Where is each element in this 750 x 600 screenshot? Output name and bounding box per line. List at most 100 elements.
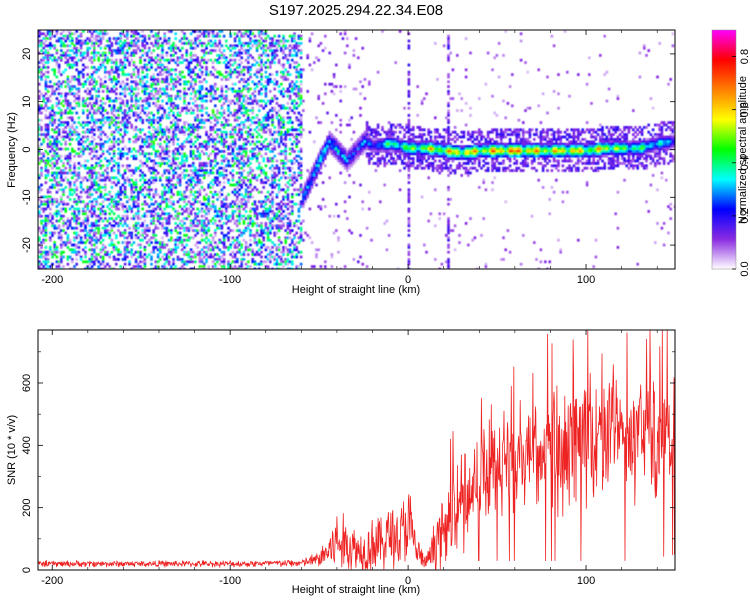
- heatmap-cell: [174, 78, 177, 81]
- heatmap-cell: [185, 202, 188, 206]
- heatmap-cell: [159, 94, 162, 98]
- heatmap-cell: [51, 183, 54, 187]
- heatmap-cell: [163, 231, 166, 235]
- heatmap-cell: [82, 75, 85, 79]
- heatmap-cell: [123, 82, 127, 86]
- heatmap-cell: [115, 97, 118, 100]
- heatmap-cell: [150, 188, 153, 192]
- heatmap-cell: [229, 75, 232, 79]
- heatmap-cell: [167, 82, 171, 86]
- heatmap-cell: [187, 87, 191, 91]
- heatmap-cell: [244, 183, 248, 187]
- heatmap-cell: [269, 140, 272, 144]
- heatmap-cell: [145, 224, 149, 228]
- heatmap-cell: [117, 200, 120, 204]
- heatmap-cell: [121, 164, 125, 168]
- heatmap-cell: [88, 166, 92, 170]
- heatmap-cell: [225, 174, 228, 177]
- heatmap-cell: [211, 73, 215, 76]
- heatmap-cell: [57, 80, 61, 84]
- heatmap-cell: [108, 73, 111, 76]
- heatmap-cell: [97, 75, 100, 79]
- heatmap-cell: [123, 241, 127, 244]
- heatmap-cell: [75, 258, 78, 261]
- heatmap-cell: [71, 85, 74, 88]
- heatmap-cell: [231, 260, 235, 264]
- heatmap-cell: [229, 87, 232, 91]
- heatmap-cell: [222, 34, 226, 38]
- heatmap-cell: [44, 219, 48, 223]
- heatmap-cell: [132, 186, 136, 189]
- heatmap-cell: [159, 202, 162, 206]
- heatmap-cell: [156, 63, 160, 67]
- heatmap-cell: [110, 61, 114, 64]
- heatmap-cell: [97, 202, 100, 206]
- heatmap-cell: [64, 186, 67, 189]
- heatmap-cell: [253, 200, 257, 204]
- heatmap-cell: [97, 183, 100, 187]
- heatmap-cell: [167, 248, 171, 252]
- heatmap-cell: [183, 130, 186, 134]
- heatmap-cell: [44, 135, 48, 139]
- heatmap-cell: [264, 248, 268, 252]
- heatmap-cell: [44, 116, 48, 120]
- heatmap-cell: [207, 198, 210, 201]
- heatmap-cell: [55, 130, 59, 134]
- heatmap-cell: [90, 169, 94, 172]
- heatmap-cell: [53, 121, 56, 124]
- heatmap-cell: [275, 138, 279, 141]
- heatmap-cell: [73, 85, 76, 88]
- heatmap-cell: [260, 229, 263, 232]
- heatmap-cell: [178, 193, 182, 196]
- heatmap-cell: [104, 58, 107, 62]
- heatmap-cell: [86, 123, 89, 127]
- heatmap-cell: [198, 135, 202, 139]
- heatmap-cell: [46, 219, 50, 223]
- heatmap-cell: [172, 68, 175, 72]
- heatmap-cell: [117, 181, 120, 184]
- heatmap-cell: [143, 51, 147, 55]
- heatmap-cell: [167, 169, 171, 172]
- heatmap-cell: [216, 32, 219, 36]
- heatmap-cell: [62, 30, 65, 33]
- heatmap-cell: [106, 135, 109, 139]
- heatmap-cell: [264, 66, 268, 69]
- heatmap-cell: [161, 246, 164, 249]
- heatmap-cell: [38, 104, 41, 108]
- heatmap-cell: [99, 195, 103, 199]
- heatmap-cell: [108, 253, 111, 256]
- heatmap-cell: [258, 190, 261, 194]
- heatmap-cell: [174, 133, 177, 136]
- heatmap-cell: [251, 250, 254, 254]
- heatmap-cell: [262, 46, 265, 50]
- heatmap-cell: [192, 152, 195, 156]
- heatmap-cell: [38, 174, 41, 177]
- heatmap-cell: [194, 217, 197, 220]
- heatmap-cell: [57, 265, 61, 268]
- heatmap-cell: [115, 262, 118, 266]
- heatmap-cell: [161, 68, 164, 72]
- heatmap-cell: [57, 231, 61, 235]
- heatmap-cell: [192, 267, 195, 269]
- heatmap-cell: [275, 183, 279, 187]
- heatmap-cell: [198, 92, 202, 96]
- heatmap-cell: [260, 123, 263, 127]
- heatmap-cell: [172, 176, 175, 180]
- heatmap-cell: [112, 138, 116, 141]
- heatmap-cell: [154, 188, 158, 192]
- heatmap-cell: [134, 44, 138, 48]
- heatmap-cell: [154, 97, 158, 100]
- heatmap-cell: [196, 75, 199, 79]
- heatmap-cell: [110, 80, 114, 84]
- heatmap-cell: [55, 226, 59, 230]
- heatmap-cell: [130, 104, 133, 108]
- heatmap-cell: [211, 238, 215, 242]
- heatmap-cell: [156, 54, 160, 57]
- heatmap-cell: [42, 94, 45, 98]
- heatmap-cell: [99, 154, 103, 158]
- heatmap-cell: [271, 267, 274, 269]
- heatmap-cell: [73, 217, 76, 220]
- heatmap-cell: [121, 70, 125, 74]
- heatmap-cell: [260, 128, 263, 132]
- heatmap-cell: [167, 262, 171, 266]
